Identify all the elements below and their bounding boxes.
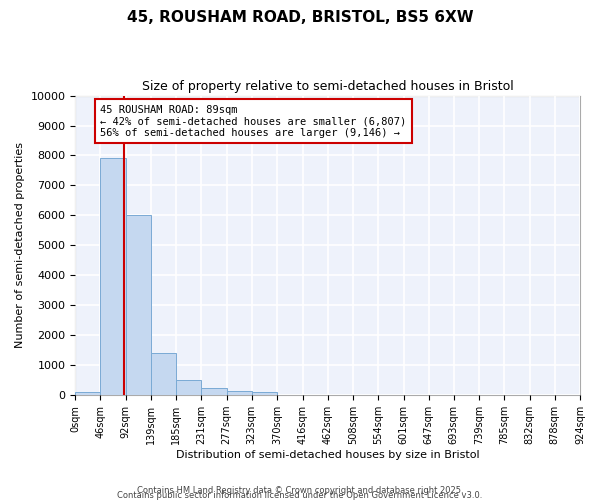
Bar [125,216,151,395]
Bar [151,354,176,395]
Bar [176,380,202,395]
Bar [252,392,277,395]
Bar [75,392,100,395]
Bar [100,158,125,395]
Bar [227,390,252,395]
Text: 45, ROUSHAM ROAD, BRISTOL, BS5 6XW: 45, ROUSHAM ROAD, BRISTOL, BS5 6XW [127,10,473,25]
Title: Size of property relative to semi-detached houses in Bristol: Size of property relative to semi-detach… [142,80,514,93]
Bar [202,388,227,395]
Text: Contains HM Land Registry data © Crown copyright and database right 2025.: Contains HM Land Registry data © Crown c… [137,486,463,495]
Text: Contains public sector information licensed under the Open Government Licence v3: Contains public sector information licen… [118,491,482,500]
X-axis label: Distribution of semi-detached houses by size in Bristol: Distribution of semi-detached houses by … [176,450,479,460]
Y-axis label: Number of semi-detached properties: Number of semi-detached properties [15,142,25,348]
Text: 45 ROUSHAM ROAD: 89sqm
← 42% of semi-detached houses are smaller (6,807)
56% of : 45 ROUSHAM ROAD: 89sqm ← 42% of semi-det… [100,104,407,138]
